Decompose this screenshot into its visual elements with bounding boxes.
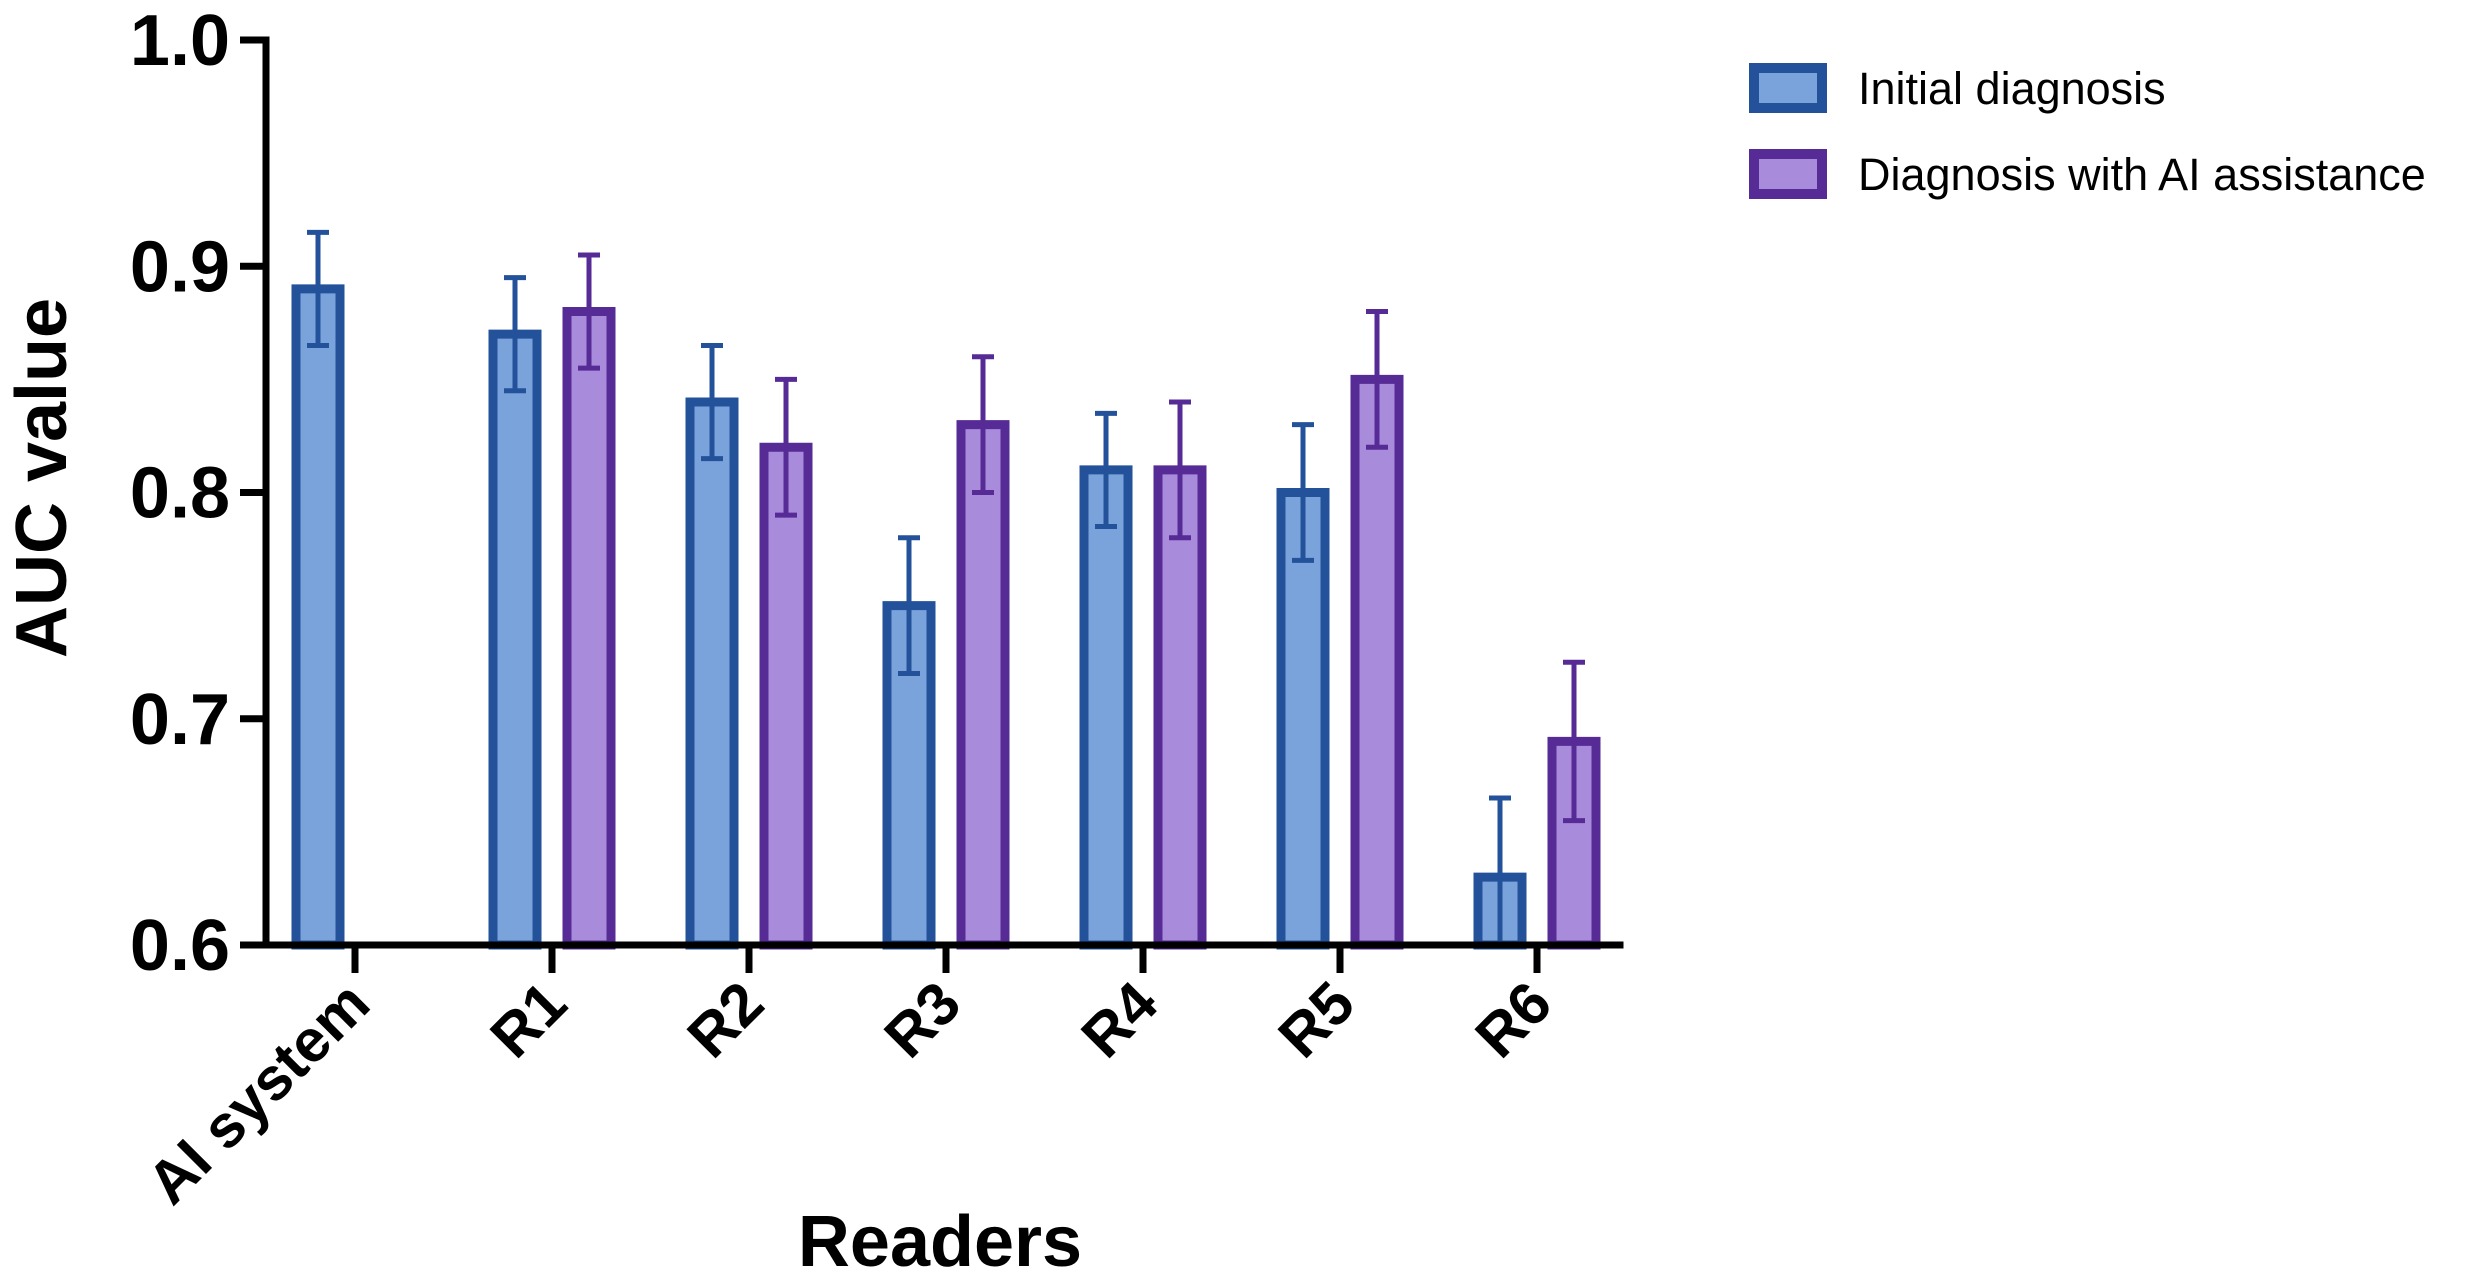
legend-swatch-initial-diagnosis bbox=[1749, 63, 1827, 113]
legend-swatch-ai-assistance bbox=[1749, 149, 1827, 199]
bar-r5-ai-assisted bbox=[1350, 374, 1404, 950]
bar-group-r6-ai-assisted bbox=[1547, 659, 1601, 950]
bar-group-r4-initial bbox=[1079, 410, 1133, 950]
bar-r3-ai-assisted bbox=[956, 420, 1010, 950]
labels-layer: 0.6 0.7 0.8 0.9 1.0 AI system R1 R2 R3 R4 R5 R6 bbox=[130, 1, 1564, 1217]
bar-group-r2-initial bbox=[685, 342, 739, 950]
bar-r2-ai-assisted bbox=[759, 442, 813, 950]
bar-group-r5-initial bbox=[1276, 422, 1330, 950]
x-tick-label-r6: R6 bbox=[1463, 969, 1565, 1071]
bar-r4-ai-assisted bbox=[1153, 465, 1207, 950]
bar-group-r3-ai-assisted bbox=[956, 354, 1010, 950]
bar-group-r1-initial bbox=[488, 275, 542, 950]
bars-layer bbox=[291, 229, 1601, 950]
x-tick-label-r5: R5 bbox=[1266, 969, 1368, 1071]
y-tick-label: 0.6 bbox=[130, 906, 230, 986]
bar-group-r4-ai-assisted bbox=[1153, 399, 1207, 950]
axes-layer bbox=[240, 36, 1624, 973]
bar-group-ai-system-initial bbox=[291, 229, 345, 950]
x-tick-label-r4: R4 bbox=[1069, 968, 1171, 1070]
bar-group-r5-ai-assisted bbox=[1350, 309, 1404, 950]
legend: Initial diagnosis Diagnosis with AI assi… bbox=[1749, 63, 2426, 200]
legend-label-initial-diagnosis: Initial diagnosis bbox=[1858, 63, 2166, 114]
bar-r1-ai-assisted bbox=[562, 307, 616, 950]
bar-group-r2-ai-assisted bbox=[759, 376, 813, 950]
y-tick-label: 0.8 bbox=[130, 454, 230, 534]
bar-r1-initial bbox=[488, 329, 542, 950]
x-axis-title: Readers bbox=[798, 1202, 1082, 1276]
x-tick-label-r2: R2 bbox=[675, 969, 777, 1071]
y-axis-title: AUC value bbox=[2, 298, 82, 658]
bar-group-r6-initial bbox=[1473, 795, 1527, 950]
y-tick-label: 0.7 bbox=[130, 680, 230, 760]
x-tick-label-r1: R1 bbox=[478, 969, 580, 1071]
bar-group-r1-ai-assisted bbox=[562, 252, 616, 950]
y-tick-label: 1.0 bbox=[130, 1, 230, 81]
bar-r4-initial bbox=[1079, 465, 1133, 950]
legend-item-initial-diagnosis: Initial diagnosis bbox=[1749, 63, 2166, 114]
x-tick-label-ai-system: AI system bbox=[134, 969, 382, 1217]
bar-group-r3-initial bbox=[882, 535, 936, 950]
bar-r2-initial bbox=[685, 397, 739, 950]
legend-item-ai-assistance: Diagnosis with AI assistance bbox=[1749, 149, 2426, 200]
x-tick-label-r3: R3 bbox=[872, 969, 974, 1071]
bar-ai-system-initial bbox=[291, 284, 345, 950]
legend-label-ai-assistance: Diagnosis with AI assistance bbox=[1858, 149, 2426, 200]
y-tick-label: 0.9 bbox=[130, 227, 230, 307]
